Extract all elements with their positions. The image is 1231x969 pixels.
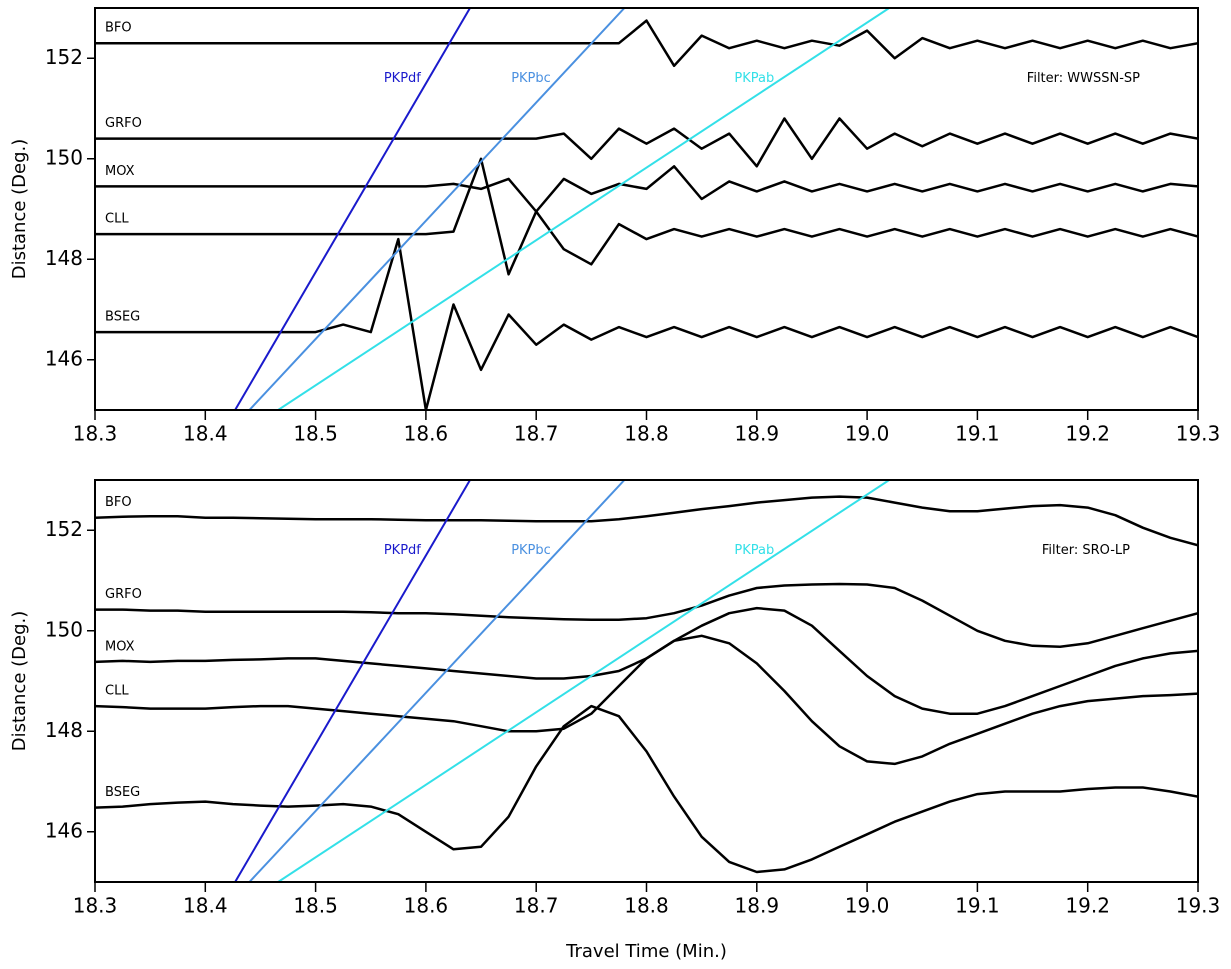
plot-frame [94,479,1199,883]
x-tick-label: 18.9 [735,894,780,918]
x-tick-label: 18.7 [514,894,559,918]
trace [95,495,1198,547]
station-label: BSEG [105,310,140,325]
x-tick-label: 18.5 [293,894,338,918]
x-tick-label: 19.2 [1065,422,1110,446]
x-tick-label: 19.3 [1176,422,1221,446]
trace [95,19,1198,68]
y-tick-label: 148 [45,246,83,270]
phase-label: PKPbc [511,71,551,86]
phase-label: PKPdf [384,543,421,558]
phase-line [248,480,626,882]
station-label: CLL [105,212,129,227]
x-tick-label: 18.8 [624,422,669,446]
x-tick-label: 19.3 [1176,894,1221,918]
y-tick-label: 150 [45,617,83,641]
filter-annotation: Filter: SRO-LP [1042,543,1130,558]
phase-line [277,8,890,410]
phase-line [234,480,471,882]
x-tick-label: 18.7 [514,422,559,446]
phase-label: PKPab [734,543,774,558]
y-tick-label: 146 [45,818,83,842]
station-label: MOX [105,164,135,179]
station-label: MOX [105,639,135,654]
trace [95,606,1198,715]
x-tick-label: 19.0 [845,894,890,918]
x-tick-label: 19.1 [955,894,1000,918]
x-tick-label: 18.3 [73,894,118,918]
y-tick-label: 152 [45,45,83,69]
trace [95,634,1198,766]
trace [95,165,1198,213]
filter-annotation: Filter: WWSSN-SP [1027,71,1140,86]
phase-line [234,8,471,410]
x-tick-label: 19.2 [1065,894,1110,918]
trace [95,582,1198,649]
station-label: BSEG [105,785,140,800]
x-tick-label: 18.6 [404,422,449,446]
phase-label: PKPab [734,71,774,86]
y-axis-label: Distance (Deg.) [9,611,30,752]
trace [95,157,1198,276]
x-tick-label: 18.5 [293,422,338,446]
phase-label: PKPbc [511,543,551,558]
phase-label: PKPdf [384,71,421,86]
plot-frame [94,7,1199,411]
trace [95,704,1198,874]
station-label: BFO [105,21,132,36]
trace [95,117,1198,168]
y-tick-label: 150 [45,145,83,169]
x-tick-label: 18.4 [183,422,228,446]
station-label: BFO [105,495,132,510]
station-label: GRFO [105,116,142,131]
x-tick-label: 18.4 [183,894,228,918]
x-tick-label: 19.1 [955,422,1000,446]
x-tick-label: 18.3 [73,422,118,446]
trace [95,237,1198,410]
station-label: CLL [105,684,129,699]
station-label: GRFO [105,587,142,602]
x-axis-label: Travel Time (Min.) [565,941,727,962]
x-tick-label: 18.6 [404,894,449,918]
x-tick-label: 19.0 [845,422,890,446]
y-tick-label: 148 [45,718,83,742]
phase-line [248,8,626,410]
phase-line [277,480,890,882]
x-tick-label: 18.8 [624,894,669,918]
y-tick-label: 146 [45,346,83,370]
y-axis-label: Distance (Deg.) [9,139,30,280]
y-tick-label: 152 [45,517,83,541]
x-tick-label: 18.9 [735,422,780,446]
